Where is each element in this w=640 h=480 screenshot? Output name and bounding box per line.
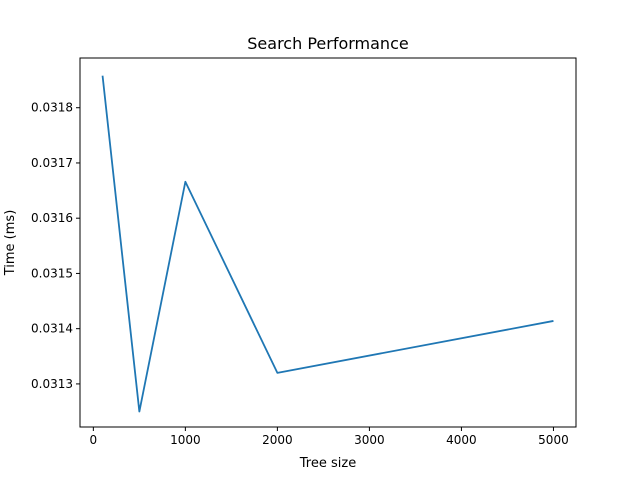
y-axis-label: Time (ms) — [3, 210, 18, 277]
plot-frame — [79, 57, 577, 428]
y-tick-label: 0.0317 — [31, 156, 73, 170]
y-tick-label: 0.0313 — [31, 377, 73, 391]
chart-title: Search Performance — [247, 34, 408, 53]
y-tick-label: 0.0314 — [31, 322, 73, 336]
y-tick-label: 0.0316 — [31, 211, 73, 225]
x-tick-label: 0 — [90, 433, 98, 447]
x-tick-label: 3000 — [354, 433, 385, 447]
series-line — [101, 75, 554, 413]
x-tick-label: 1000 — [170, 433, 201, 447]
x-tick-label: 4000 — [446, 433, 477, 447]
y-tick-label: 0.0315 — [31, 266, 73, 280]
x-axis-label: Tree size — [299, 456, 356, 471]
x-tick-label: 2000 — [262, 433, 293, 447]
y-tick-label: 0.0318 — [31, 101, 73, 115]
x-tick-label: 5000 — [538, 433, 569, 447]
